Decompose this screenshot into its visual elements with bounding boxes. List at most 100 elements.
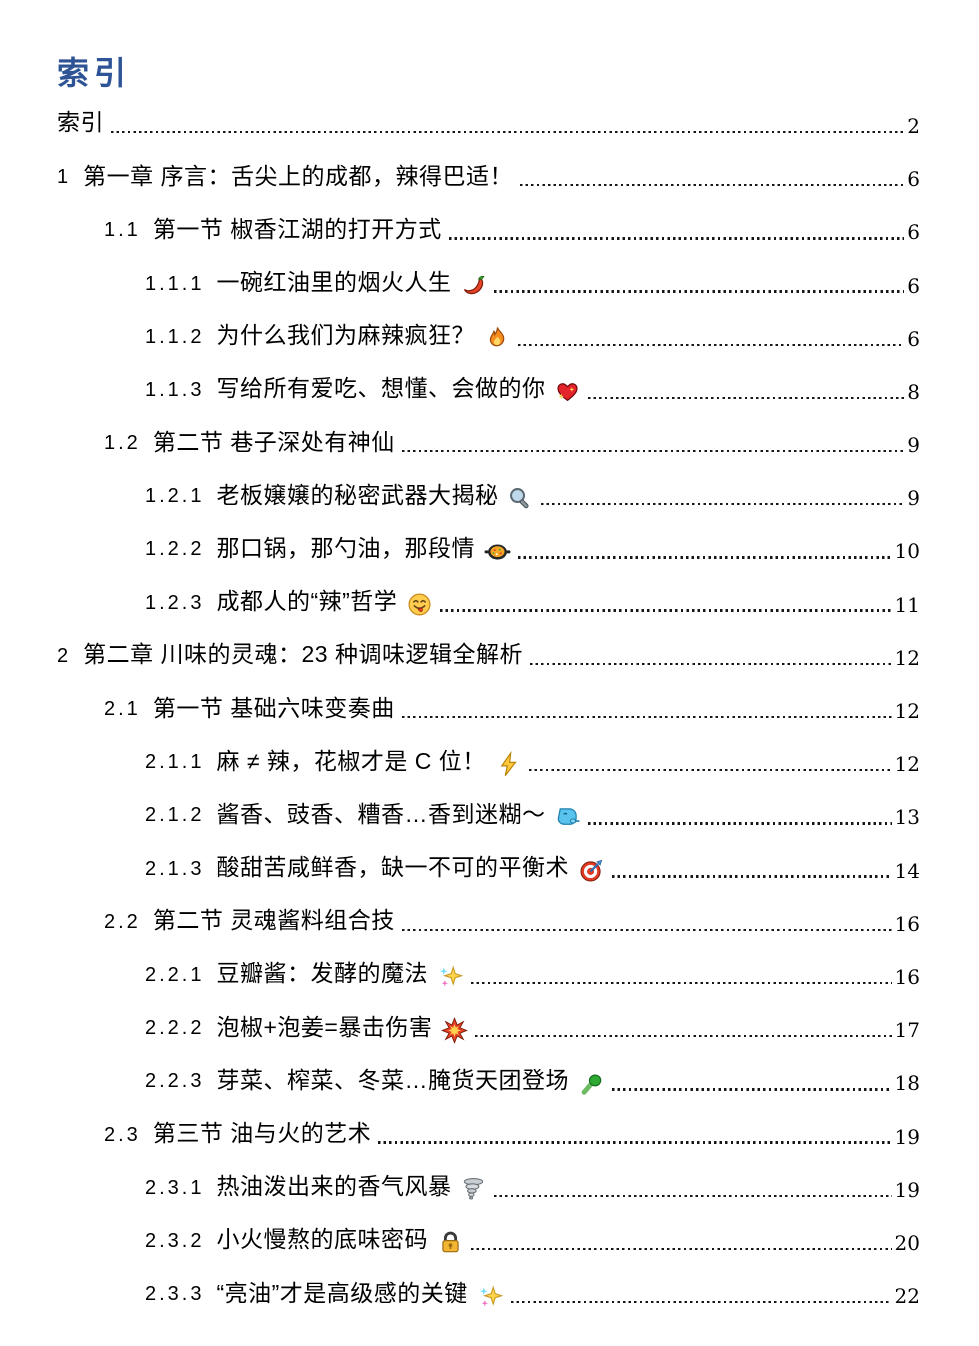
entry-title: 小火慢熬的底味密码 (216, 1226, 428, 1253)
entry-number: 2.3 (104, 1123, 141, 1146)
dot-leader (448, 237, 905, 240)
entry-title: 泡椒+泡姜=暴击伤害 (216, 1013, 433, 1040)
dot-leader (517, 343, 905, 346)
pan-of-food-icon (484, 538, 511, 565)
entry-title: 第二章 川味的灵魂：23 种调味逻辑全解析 (83, 641, 523, 668)
entry-number: 2.3.1 (145, 1176, 205, 1199)
dot-leader (494, 290, 905, 293)
toc-entry[interactable]: 1.2 第二节 巷子深处有神仙 9 (57, 416, 920, 469)
lightning-icon (495, 750, 522, 778)
dot-leader (541, 503, 905, 506)
toc-entry[interactable]: 2.2 第二节 灵魂酱料组合技 16 (57, 894, 920, 947)
sparkles-icon (437, 963, 464, 990)
page-number: 18 (894, 1071, 920, 1096)
entry-title: “亮油”才是高级感的关键 (216, 1279, 468, 1306)
dot-leader (520, 183, 905, 187)
toc-entry[interactable]: 2 第二章 川味的灵魂：23 种调味逻辑全解析 12 (57, 628, 920, 681)
entry-number: 1.1 (104, 219, 141, 242)
entry-number: 1.1.1 (145, 272, 205, 295)
page-number: 10 (894, 539, 920, 564)
entry-title: 豆瓣酱：发酵的魔法 (216, 960, 428, 987)
entry-title: 老板嬢嬢的秘密武器大揭秘 (216, 481, 499, 508)
dot-leader (401, 449, 905, 453)
page-number: 6 (907, 326, 920, 351)
chili-icon (460, 272, 487, 299)
entry-number: 1.1.2 (145, 325, 205, 348)
entry-title: 芽菜、榨菜、冬菜…腌货天团登场 (216, 1066, 569, 1093)
entry-title: 索引 (57, 109, 104, 136)
toc-entry[interactable]: 2.3.1 热油泼出来的香气风暴 19 (57, 1160, 920, 1213)
entry-number: 2.2.3 (145, 1070, 205, 1093)
wind-face-icon (554, 804, 581, 831)
toc-entry[interactable]: 1 第一章 序言：舌尖上的成都，辣得巴适！ 6 (57, 150, 920, 203)
entry-number: 1.2.3 (145, 591, 205, 614)
entry-number: 1 (57, 166, 72, 189)
toc-entry[interactable]: 索引 2 (57, 96, 920, 149)
toc-entry[interactable]: 1.2.3 成都人的“辣”哲学 11 (57, 575, 920, 628)
page-number: 12 (894, 752, 920, 777)
page-number: 8 (907, 379, 920, 404)
toc-entry[interactable]: 2.2.3 芽菜、榨菜、冬菜…腌货天团登场 18 (57, 1054, 920, 1107)
toc-entry[interactable]: 2.1.1 麻 ≠ 辣，花椒才是 C 位！ 12 (57, 735, 920, 788)
toc-entry[interactable]: 2.2.1 豆瓣酱：发酵的魔法 16 (57, 947, 920, 1000)
dot-leader (611, 1088, 892, 1091)
dot-leader (378, 1141, 892, 1144)
page-number: 16 (894, 964, 920, 989)
sparkling-heart-icon (554, 378, 581, 405)
entry-number: 1.2.1 (145, 485, 205, 508)
target-icon (578, 857, 605, 884)
entry-title: 成都人的“辣”哲学 (216, 588, 398, 615)
toc-entry[interactable]: 1.1 第一节 椒香江湖的打开方式 6 (57, 203, 920, 256)
toc-entry[interactable]: 2.2.2 泡椒+泡姜=暴击伤害 17 (57, 1001, 920, 1054)
dot-leader (440, 609, 892, 612)
page-number: 6 (907, 273, 920, 298)
toc-entry[interactable]: 2.1.2 酱香、豉香、糟香…香到迷糊～ 13 (57, 788, 920, 841)
entry-number: 2.3.3 (145, 1283, 205, 1306)
dot-leader (475, 1034, 892, 1038)
dot-leader (528, 769, 892, 772)
page-number: 14 (894, 858, 920, 883)
entry-number: 2.3.2 (145, 1229, 205, 1252)
dot-leader (470, 1247, 892, 1251)
toc-entry[interactable]: 2.3.3 “亮油”才是高级感的关键 22 (57, 1267, 920, 1320)
entry-number: 2.2 (104, 910, 141, 933)
dot-leader (401, 928, 892, 931)
toc-entry[interactable]: 2.1 第一节 基础六味变奏曲 12 (57, 681, 920, 734)
entry-title: 第一节 椒香江湖的打开方式 (152, 215, 442, 242)
page-number: 12 (894, 645, 920, 670)
page-number: 6 (907, 167, 920, 192)
entry-title: 第一章 序言：舌尖上的成都，辣得巴适！ (83, 162, 514, 189)
dot-leader (401, 715, 892, 719)
page-number: 11 (894, 592, 920, 617)
dot-leader (470, 981, 892, 985)
toc-entry[interactable]: 1.1.1 一碗红油里的烟火人生 6 (57, 256, 920, 309)
entry-number: 2.1.1 (145, 751, 205, 774)
page-number: 20 (894, 1230, 920, 1255)
page-title: 索引 (57, 55, 132, 91)
toc-entry[interactable]: 2.1.3 酸甜苦咸鲜香，缺一不可的平衡术 14 (57, 841, 920, 894)
page-number: 2 (907, 113, 920, 138)
toc-list: 索引 2 1 第一章 序言：舌尖上的成都，辣得巴适！ 6 1.1 第一节 椒香江湖的打开方式… (57, 96, 920, 1319)
dot-leader (611, 875, 892, 878)
page-number: 6 (907, 220, 920, 245)
entry-number: 2.2.1 (145, 963, 205, 986)
toc-entry[interactable]: 1.1.3 写给所有爱吃、想懂、会做的你 8 (57, 362, 920, 415)
leafy-green-icon (578, 1070, 605, 1097)
entry-title: 酱香、豉香、糟香…香到迷糊～ (216, 800, 546, 827)
toc-entry[interactable]: 1.2.1 老板嬢嬢的秘密武器大揭秘 9 (57, 469, 920, 522)
dot-leader (517, 556, 892, 559)
magnifier-icon (507, 485, 534, 512)
fire-icon (484, 325, 511, 352)
entry-number: 2.1.3 (145, 857, 205, 880)
entry-title: 第二节 巷子深处有神仙 (152, 428, 395, 455)
lock-icon (437, 1229, 464, 1256)
toc-entry[interactable]: 1.2.2 那口锅，那勺油，那段情 10 (57, 522, 920, 575)
toc-entry[interactable]: 1.1.2 为什么我们为麻辣疯狂？ 6 (57, 309, 920, 362)
entry-title: 一碗红油里的烟火人生 (216, 269, 452, 296)
dot-leader (588, 396, 905, 400)
entry-title: 写给所有爱吃、想懂、会做的你 (216, 375, 546, 402)
entry-number: 1.1.3 (145, 378, 205, 401)
toc-entry[interactable]: 2.3.2 小火慢熬的底味密码 20 (57, 1213, 920, 1266)
page-number: 19 (894, 1177, 920, 1202)
toc-entry[interactable]: 2.3 第三节 油与火的艺术 19 (57, 1107, 920, 1160)
